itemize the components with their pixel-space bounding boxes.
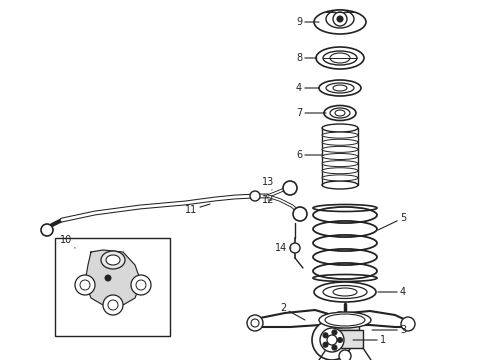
Circle shape — [327, 335, 337, 345]
Text: 6: 6 — [296, 150, 323, 160]
Ellipse shape — [101, 251, 125, 269]
Bar — [331, 318, 359, 330]
Ellipse shape — [319, 80, 361, 96]
Ellipse shape — [326, 10, 354, 28]
Circle shape — [247, 315, 263, 331]
Text: 14: 14 — [275, 243, 291, 253]
Ellipse shape — [313, 274, 377, 282]
Circle shape — [323, 342, 328, 347]
Circle shape — [283, 181, 297, 195]
Ellipse shape — [106, 255, 120, 265]
Circle shape — [75, 275, 95, 295]
Text: 12: 12 — [262, 195, 274, 205]
Circle shape — [337, 16, 343, 22]
Ellipse shape — [322, 124, 358, 132]
Ellipse shape — [314, 282, 376, 302]
Bar — [327, 330, 363, 348]
Circle shape — [332, 345, 337, 350]
Circle shape — [312, 320, 352, 360]
Text: 5: 5 — [378, 213, 406, 230]
Circle shape — [333, 12, 347, 26]
Circle shape — [293, 207, 307, 221]
Text: 8: 8 — [296, 53, 317, 63]
Text: 10: 10 — [60, 235, 75, 248]
Circle shape — [338, 338, 343, 342]
Text: 13: 13 — [262, 177, 274, 190]
Ellipse shape — [333, 85, 347, 91]
Ellipse shape — [323, 51, 357, 65]
Ellipse shape — [314, 10, 366, 34]
Circle shape — [320, 328, 344, 352]
Circle shape — [251, 319, 259, 327]
Ellipse shape — [313, 204, 377, 212]
Text: 4: 4 — [296, 83, 319, 93]
Text: 2: 2 — [280, 303, 305, 320]
Ellipse shape — [330, 53, 350, 63]
Ellipse shape — [322, 161, 358, 167]
Ellipse shape — [322, 132, 358, 138]
Circle shape — [103, 295, 123, 315]
Ellipse shape — [322, 147, 358, 152]
Text: 3: 3 — [372, 325, 406, 335]
Ellipse shape — [333, 288, 357, 296]
Ellipse shape — [335, 110, 345, 116]
Circle shape — [250, 191, 260, 201]
Ellipse shape — [322, 153, 358, 159]
Ellipse shape — [323, 285, 367, 298]
Text: 4: 4 — [378, 287, 406, 297]
Circle shape — [332, 312, 348, 328]
Circle shape — [108, 300, 118, 310]
Circle shape — [339, 350, 351, 360]
Text: 9: 9 — [296, 17, 319, 27]
Ellipse shape — [322, 175, 358, 181]
Ellipse shape — [325, 314, 365, 326]
Ellipse shape — [322, 168, 358, 174]
Ellipse shape — [322, 139, 358, 145]
Circle shape — [401, 317, 415, 331]
Circle shape — [105, 275, 111, 281]
Circle shape — [41, 224, 53, 236]
Ellipse shape — [316, 47, 364, 69]
Text: 1: 1 — [353, 335, 386, 345]
Circle shape — [323, 333, 328, 338]
Circle shape — [136, 280, 146, 290]
Circle shape — [290, 243, 300, 253]
Ellipse shape — [330, 108, 350, 118]
Polygon shape — [85, 250, 141, 305]
Circle shape — [80, 280, 90, 290]
Ellipse shape — [326, 83, 354, 93]
Text: 11: 11 — [185, 204, 210, 215]
Text: 7: 7 — [296, 108, 326, 118]
Ellipse shape — [322, 181, 358, 189]
Ellipse shape — [319, 312, 371, 328]
Circle shape — [131, 275, 151, 295]
Circle shape — [332, 330, 337, 335]
Bar — [55, 238, 170, 336]
Ellipse shape — [324, 105, 356, 121]
